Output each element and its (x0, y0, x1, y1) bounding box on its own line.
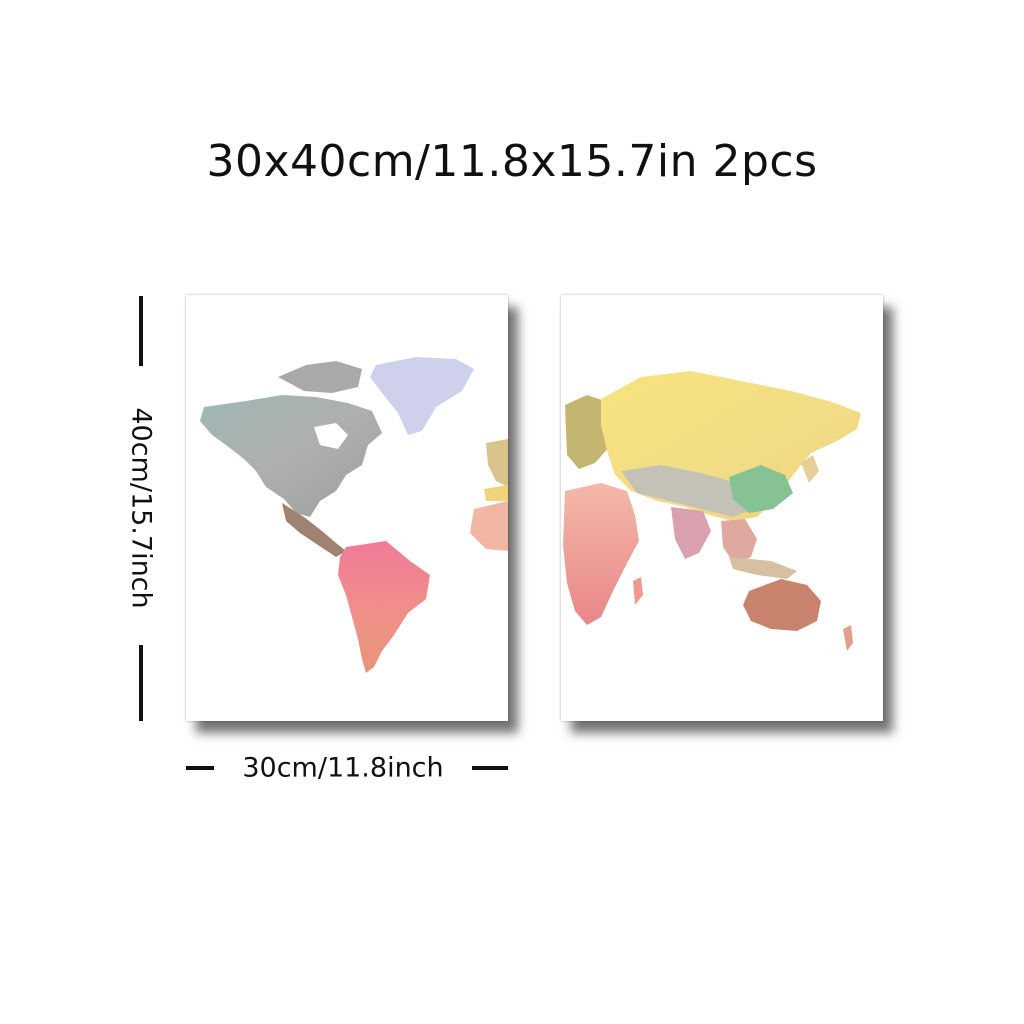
width-marker-left (186, 766, 214, 770)
poster-left-americas (186, 295, 508, 721)
madagascar-shape (633, 577, 643, 605)
africa-shape (563, 483, 639, 625)
eurasia-map (563, 371, 861, 651)
americas-map (200, 357, 508, 673)
height-marker-bottom (139, 645, 143, 721)
central-asia-shape (621, 465, 757, 517)
japan-shape (801, 455, 819, 483)
hudson-bay-gap (314, 423, 348, 449)
australia-shape (743, 579, 821, 631)
spain-edge-shape (484, 485, 508, 501)
arctic-islands-shape (278, 361, 362, 393)
china-shape (729, 465, 793, 513)
greenland-shape (370, 357, 474, 435)
india-shape (671, 507, 711, 559)
indonesia-shape (729, 557, 797, 579)
africa-edge-shape (486, 439, 508, 487)
height-label: 40cm/15.7inch (125, 407, 157, 609)
width-label: 30cm/11.8inch (242, 752, 444, 784)
height-marker-top (139, 296, 143, 366)
new-zealand-shape (843, 625, 853, 651)
central-america-shape (282, 503, 346, 557)
poster-right-eurasia (561, 295, 883, 721)
africa-west-shape (470, 501, 508, 551)
north-america-shape (200, 395, 382, 517)
south-america-shape (338, 541, 430, 673)
southeast-asia-shape (721, 519, 757, 565)
width-marker-right (472, 766, 508, 770)
size-headline: 30x40cm/11.8x15.7in 2pcs (206, 136, 818, 187)
